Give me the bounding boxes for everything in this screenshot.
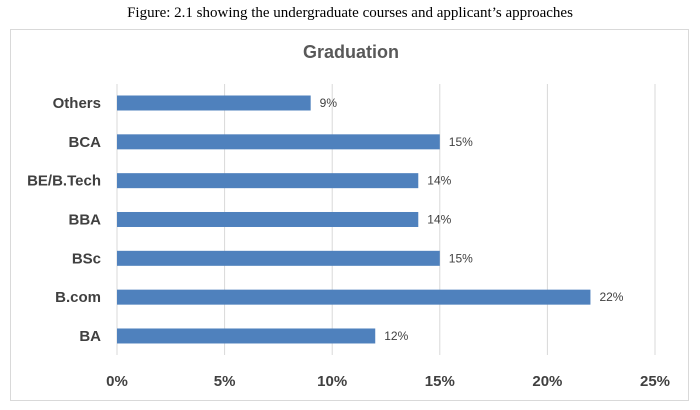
bar-be-b-tech: [117, 173, 419, 189]
category-label: BA: [79, 328, 101, 345]
category-label: BE/B.Tech: [27, 173, 101, 190]
x-tick-label: 5%: [214, 373, 236, 390]
category-label: Others: [53, 95, 101, 112]
category-label: BCA: [69, 134, 102, 151]
bar-ba: [117, 328, 376, 344]
figure-caption: Figure: 2.1 showing the undergraduate co…: [127, 5, 573, 21]
data-label: 9%: [320, 96, 338, 110]
data-label: 14%: [427, 212, 451, 226]
x-tick-label: 0%: [106, 373, 128, 390]
bar-b-com: [117, 289, 591, 305]
category-label: BSc: [72, 250, 101, 267]
x-tick-label: 10%: [317, 373, 347, 390]
data-label: 15%: [449, 251, 473, 265]
bar-bsc: [117, 250, 440, 266]
chart-title: Graduation: [303, 42, 399, 62]
x-tick-label: 15%: [425, 373, 455, 390]
x-tick-label: 25%: [640, 373, 670, 390]
category-label: B.com: [55, 289, 101, 306]
data-label: 15%: [449, 135, 473, 149]
labels: 0% 5% 10% 15% 20% 25% Others 9% BCA 15% BE/B.Tech 1…: [27, 95, 670, 390]
data-label: 22%: [599, 290, 623, 304]
x-tick-label: 20%: [532, 373, 562, 390]
data-label: 12%: [384, 329, 408, 343]
bars: [117, 95, 591, 344]
bar-bba: [117, 211, 419, 227]
data-label: 14%: [427, 174, 451, 188]
bar-others: [117, 95, 311, 111]
bar-bca: [117, 134, 440, 150]
category-label: BBA: [69, 211, 102, 228]
